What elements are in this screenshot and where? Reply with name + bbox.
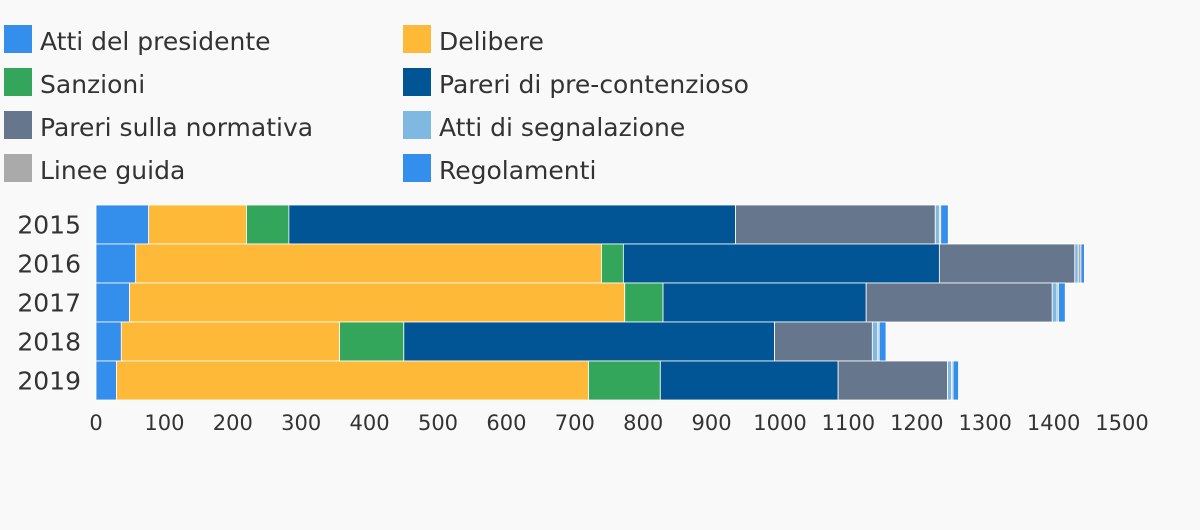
bar-2017-sanzioni (624, 282, 664, 323)
bar-2019-sanzioni (588, 360, 661, 401)
bar-2016-delibere (135, 243, 602, 284)
bar-2015-pareri-sulla-normativa (735, 204, 936, 245)
legend-label-regolamenti: Regolamenti (439, 156, 596, 185)
legend-label-sanzioni: Sanzioni (40, 70, 145, 99)
bar-2018-atti-di-segnalazione (871, 321, 879, 362)
bar-2016-pareri-sulla-normativa (938, 243, 1076, 284)
x-tick-label-200: 200 (213, 411, 253, 435)
legend-swatch-sanzioni (4, 68, 32, 96)
category-label-2018: 2018 (17, 328, 81, 357)
legend-swatch-pareri-sulla-normativa (4, 111, 32, 139)
bar-2018-atti-del-presidente (95, 321, 122, 362)
bar-2015-pareri-di-pre-contenzioso (288, 204, 736, 245)
legend-label-linee-guida: Linee guida (40, 156, 185, 185)
bar-2016-atti-di-segnalazione (1074, 243, 1079, 284)
legend-swatch-delibere (403, 25, 431, 53)
bar-2015-delibere (148, 204, 247, 245)
bar-2019-delibere (116, 360, 589, 401)
legend-swatch-atti-di-segnalazione (403, 111, 431, 139)
bar-2016-atti-del-presidente (95, 243, 137, 284)
legend-label-delibere: Delibere (439, 27, 544, 56)
x-tick-label-400: 400 (350, 411, 390, 435)
category-labels: 2015 2016 2017 2018 2019 (17, 211, 81, 396)
legend-swatch-regolamenti (403, 154, 431, 182)
x-tick-label-800: 800 (623, 411, 663, 435)
x-tick-label-1100: 1100 (822, 411, 875, 435)
bar-2016-pareri-di-pre-contenzioso (622, 243, 940, 284)
bar-2018-sanzioni (339, 321, 405, 362)
x-tick-label-500: 500 (418, 411, 458, 435)
bar-2018-delibere (120, 321, 340, 362)
bar-2018-pareri-di-pre-contenzioso (403, 321, 775, 362)
legend-label-atti-di-segnalazione: Atti di segnalazione (439, 113, 685, 142)
x-tick-label-700: 700 (555, 411, 595, 435)
bar-2015-sanzioni (246, 204, 290, 245)
category-label-2015: 2015 (17, 211, 81, 240)
x-tick-label-1000: 1000 (753, 411, 806, 435)
bar-2017-regolamenti (1057, 282, 1066, 323)
category-label-2016: 2016 (17, 250, 81, 279)
bars (95, 204, 1085, 401)
legend-label-atti-del-presidente: Atti del presidente (40, 27, 271, 56)
bar-2015-atti-di-segnalazione (934, 204, 940, 245)
x-tick-label-0: 0 (89, 411, 102, 435)
legend: Atti del presidente Delibere Sanzioni Parer… (4, 25, 749, 185)
legend-swatch-linee-guida (4, 154, 32, 182)
bar-2015-regolamenti (940, 204, 949, 245)
bar-2017-atti-del-presidente (95, 282, 130, 323)
x-tick-label-600: 600 (486, 411, 526, 435)
bar-2019-pareri-sulla-normativa (837, 360, 948, 401)
bar-2019-regolamenti (952, 360, 959, 401)
bar-2019-atti-di-segnalazione (947, 360, 953, 401)
category-label-2017: 2017 (17, 289, 81, 318)
bar-2016-regolamenti (1080, 243, 1085, 284)
x-tick-label-100: 100 (144, 411, 184, 435)
x-tick-label-300: 300 (281, 411, 321, 435)
x-tick-label-1300: 1300 (958, 411, 1011, 435)
bar-2017-delibere (129, 282, 626, 323)
x-tick-label-1200: 1200 (890, 411, 943, 435)
x-axis: 0 100 200 300 400 500 600 700 800 900 1000 1100 1200… (89, 411, 1148, 435)
x-tick-label-1400: 1400 (1027, 411, 1080, 435)
legend-label-pareri-di-pre-contenzioso: Pareri di pre-contenzioso (439, 70, 749, 99)
bar-2017-pareri-di-pre-contenzioso (662, 282, 867, 323)
bar-2019-pareri-di-pre-contenzioso (659, 360, 839, 401)
bar-2015-atti-del-presidente (95, 204, 150, 245)
legend-label-pareri-sulla-normativa: Pareri sulla normativa (40, 113, 313, 142)
category-label-2019: 2019 (17, 367, 81, 396)
bar-2019-atti-del-presidente (95, 360, 117, 401)
legend-swatch-atti-del-presidente (4, 25, 32, 53)
bar-2016-sanzioni (601, 243, 624, 284)
bar-2016-linee-guida (1077, 243, 1082, 284)
bar-2018-pareri-sulla-normativa (774, 321, 873, 362)
bar-2017-atti-di-segnalazione (1051, 282, 1058, 323)
bar-2018-regolamenti (878, 321, 887, 362)
x-tick-label-1500: 1500 (1095, 411, 1148, 435)
bar-2017-pareri-sulla-normativa (865, 282, 1053, 323)
legend-swatch-pareri-di-pre-contenzioso (403, 68, 431, 96)
x-tick-label-900: 900 (692, 411, 732, 435)
